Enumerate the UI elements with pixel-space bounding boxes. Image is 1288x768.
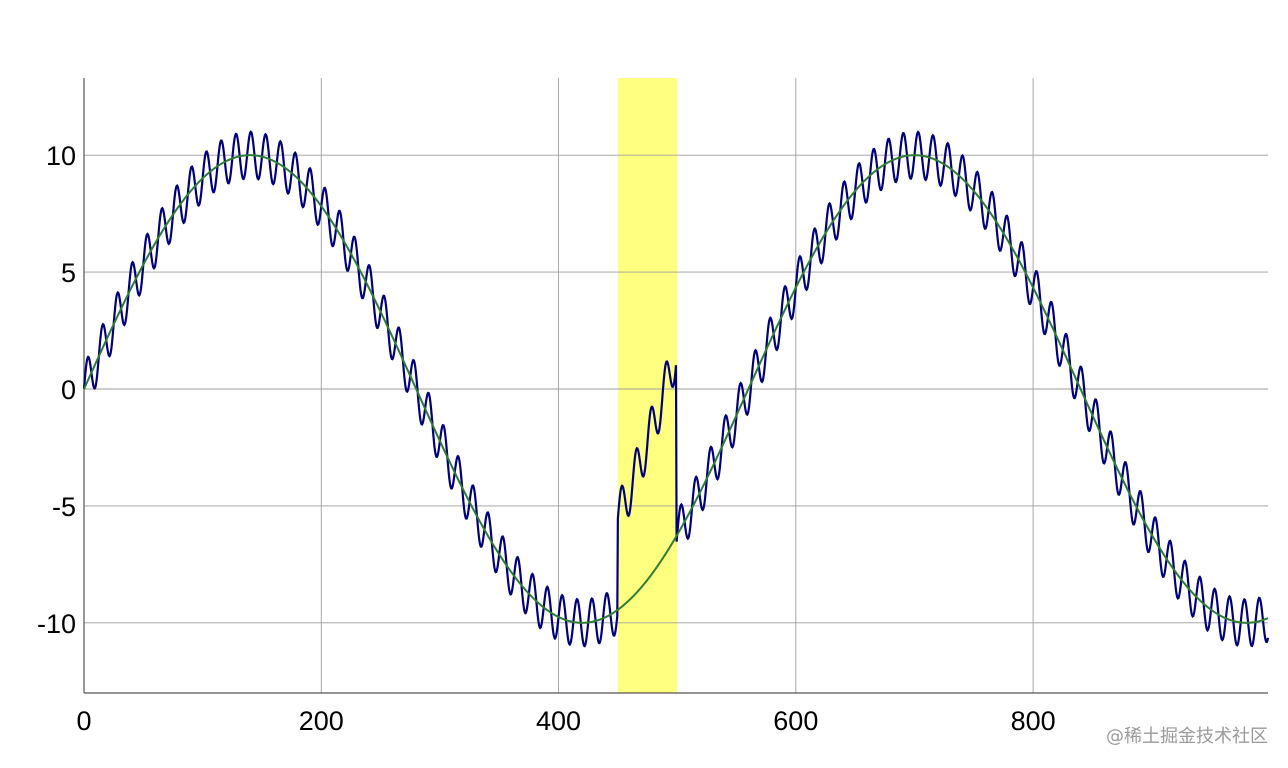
y-tick-label--5: -5 — [52, 492, 76, 522]
x-tick-label-600: 600 — [773, 706, 818, 736]
highlight-region — [617, 78, 678, 693]
watermark: @稀土掘金技术社区 — [1106, 726, 1268, 747]
x-tick-label-0: 0 — [76, 706, 91, 736]
series-smooth-sine-line — [83, 154, 1269, 624]
x-tick-label-200: 200 — [299, 706, 344, 736]
x-tick-label-800: 800 — [1011, 706, 1056, 736]
y-tick-label-5: 5 — [61, 258, 76, 288]
series-layer — [82, 130, 1270, 648]
series-noisy-signal-line — [82, 130, 1270, 648]
y-tick-label--10: -10 — [37, 609, 76, 639]
y-tick-label-0: 0 — [61, 375, 76, 405]
y-tick-label-10: 10 — [46, 141, 76, 171]
tick-label-layer: 0 200 400 600 800 10 5 0 -5 -10 — [37, 141, 1056, 736]
highlight-region-layer — [617, 78, 678, 693]
x-tick-label-400: 400 — [536, 706, 581, 736]
